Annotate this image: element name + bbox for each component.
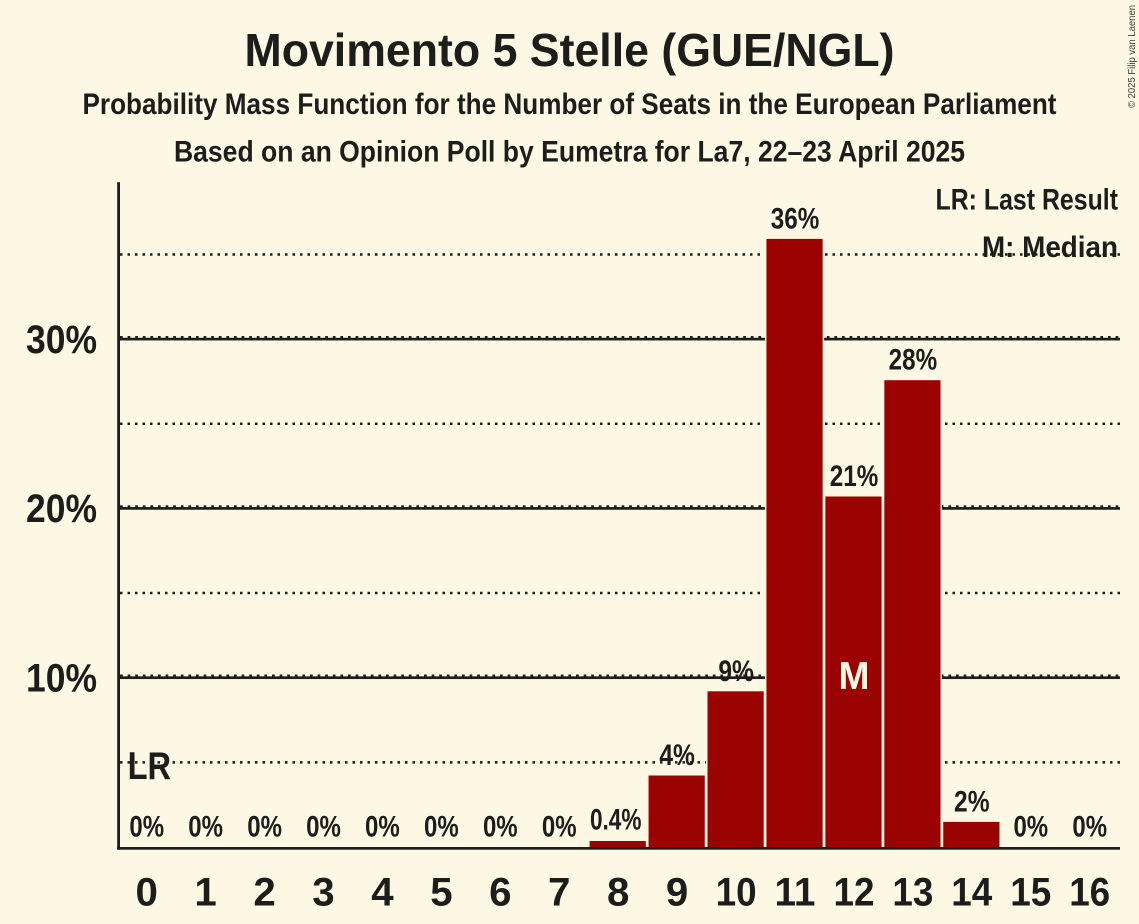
- svg-text:0%: 0%: [483, 810, 518, 843]
- svg-text:0%: 0%: [129, 810, 164, 843]
- svg-text:36%: 36%: [771, 202, 820, 235]
- svg-text:10%: 10%: [26, 656, 97, 701]
- svg-text:Based on an Opinion Poll by Eu: Based on an Opinion Poll by Eumetra for …: [174, 136, 965, 169]
- svg-text:5: 5: [430, 869, 452, 914]
- svg-text:4%: 4%: [659, 739, 695, 772]
- svg-text:2%: 2%: [954, 785, 990, 818]
- svg-text:Movimento 5 Stelle (GUE/NGL): Movimento 5 Stelle (GUE/NGL): [245, 24, 895, 76]
- svg-text:LR: Last Result: LR: Last Result: [936, 184, 1119, 217]
- svg-text:20%: 20%: [26, 486, 97, 531]
- svg-text:0%: 0%: [306, 810, 341, 843]
- svg-text:3: 3: [312, 869, 334, 914]
- svg-text:0.4%: 0.4%: [590, 804, 642, 837]
- svg-text:9%: 9%: [718, 655, 754, 688]
- svg-text:1: 1: [194, 869, 216, 914]
- svg-text:11: 11: [775, 869, 816, 914]
- svg-text:LR: LR: [128, 745, 172, 788]
- svg-text:4: 4: [371, 869, 394, 914]
- svg-text:6: 6: [489, 869, 511, 914]
- svg-text:21%: 21%: [830, 460, 879, 493]
- svg-text:Probability Mass Function for: Probability Mass Function for the Number…: [83, 88, 1057, 121]
- svg-text:2: 2: [253, 869, 275, 914]
- svg-text:30%: 30%: [26, 317, 97, 362]
- svg-text:9: 9: [666, 869, 688, 914]
- svg-text:0%: 0%: [365, 810, 400, 843]
- svg-text:0%: 0%: [1013, 810, 1048, 843]
- svg-text:0%: 0%: [1072, 810, 1107, 843]
- svg-text:M: Median: M: Median: [982, 231, 1118, 264]
- svg-text:0%: 0%: [247, 810, 282, 843]
- svg-text:0%: 0%: [424, 810, 459, 843]
- svg-text:16: 16: [1069, 869, 1110, 914]
- svg-text:15: 15: [1010, 869, 1051, 914]
- svg-text:7: 7: [548, 869, 570, 914]
- svg-text:13: 13: [892, 869, 933, 914]
- svg-text:0: 0: [136, 869, 158, 914]
- svg-text:0%: 0%: [188, 810, 223, 843]
- svg-text:© 2025 Filip van Laenen: © 2025 Filip van Laenen: [1127, 5, 1138, 108]
- svg-text:0%: 0%: [542, 810, 577, 843]
- svg-text:28%: 28%: [889, 344, 938, 377]
- svg-text:14: 14: [951, 869, 993, 914]
- svg-text:12: 12: [834, 869, 875, 914]
- svg-text:8: 8: [607, 869, 629, 914]
- svg-text:10: 10: [716, 869, 757, 914]
- svg-text:M: M: [839, 655, 870, 698]
